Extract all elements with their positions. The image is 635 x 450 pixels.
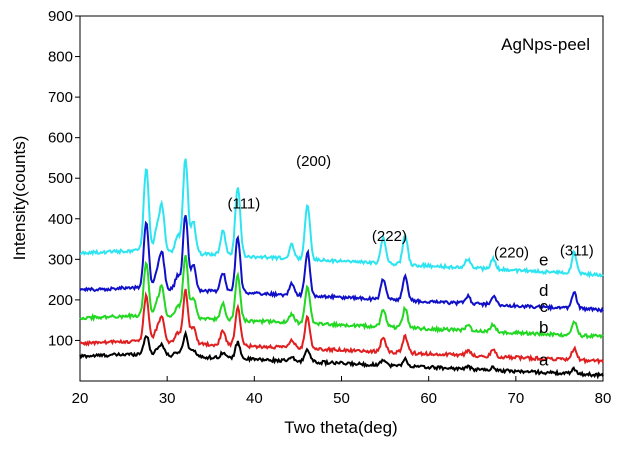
series-line-a — [79, 329, 604, 380]
series-line-b — [79, 288, 604, 366]
y-axis-label: Intensity(counts) — [10, 136, 29, 261]
peak-annotation: (311) — [560, 242, 594, 259]
chart-title: AgNps-peel — [501, 35, 590, 54]
y-tick-label: 100 — [48, 332, 73, 349]
series-label-a: a — [539, 351, 549, 370]
y-tick-label: 200 — [48, 292, 73, 309]
y-tick-label: 800 — [48, 49, 73, 66]
peak-annotation: (222) — [372, 228, 407, 245]
x-tick-label: 20 — [72, 390, 89, 407]
y-tick-label: 500 — [48, 170, 73, 187]
y-tick-label: 900 — [48, 8, 73, 25]
series-layer — [79, 158, 604, 380]
x-tick-label: 60 — [420, 390, 437, 407]
series-label-e: e — [539, 250, 548, 269]
x-tick-label: 70 — [507, 390, 524, 407]
axes-layer: 20 30 40 50 60 70 80 100 200 300 400 500 600 700 800 90… — [48, 8, 611, 407]
peak-annotation: (220) — [494, 244, 529, 261]
x-tick-label: 80 — [595, 390, 612, 407]
x-tick-label: 50 — [333, 390, 350, 407]
series-line-d — [79, 215, 604, 314]
plot-frame — [79, 15, 604, 382]
series-label-c: c — [539, 297, 548, 316]
y-tick-label: 600 — [48, 130, 73, 147]
series-line-c — [79, 254, 604, 340]
y-tick-label: 700 — [48, 89, 73, 106]
series-label-d: d — [539, 281, 548, 300]
series-label-b: b — [539, 318, 548, 337]
x-tick-label: 30 — [159, 390, 176, 407]
series-line-e — [80, 158, 604, 279]
peak-annotation: (111) — [227, 196, 260, 213]
y-tick-label: 400 — [48, 211, 73, 228]
y-tick-label: 300 — [48, 251, 73, 268]
x-tick-label: 40 — [246, 390, 263, 407]
x-axis-label: Two theta(deg) — [284, 418, 397, 437]
peak-annotation: (200) — [296, 153, 331, 170]
